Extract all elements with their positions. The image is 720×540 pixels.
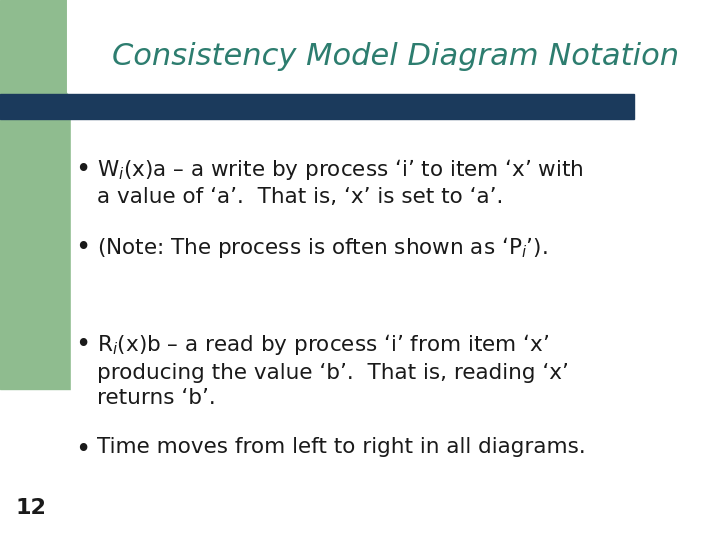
Bar — [0, 0, 71, 389]
Text: Consistency Model Diagram Notation: Consistency Model Diagram Notation — [112, 42, 679, 71]
Text: •: • — [75, 437, 91, 463]
Text: W$_i$(x)a – a write by process ‘i’ to item ‘x’ with
a value of ‘a’.  That is, ‘x: W$_i$(x)a – a write by process ‘i’ to it… — [97, 157, 584, 207]
Text: •: • — [75, 157, 91, 183]
Bar — [0, 94, 634, 119]
Text: •: • — [75, 332, 91, 358]
Text: •: • — [75, 235, 91, 261]
FancyBboxPatch shape — [67, 0, 720, 94]
Text: (Note: The process is often shown as ‘P$_i$’).: (Note: The process is often shown as ‘P$… — [97, 235, 548, 260]
Text: Time moves from left to right in all diagrams.: Time moves from left to right in all dia… — [97, 437, 586, 457]
Text: R$_i$(x)b – a read by process ‘i’ from item ‘x’
producing the value ‘b’.  That i: R$_i$(x)b – a read by process ‘i’ from i… — [97, 332, 569, 408]
Text: 12: 12 — [16, 497, 47, 518]
